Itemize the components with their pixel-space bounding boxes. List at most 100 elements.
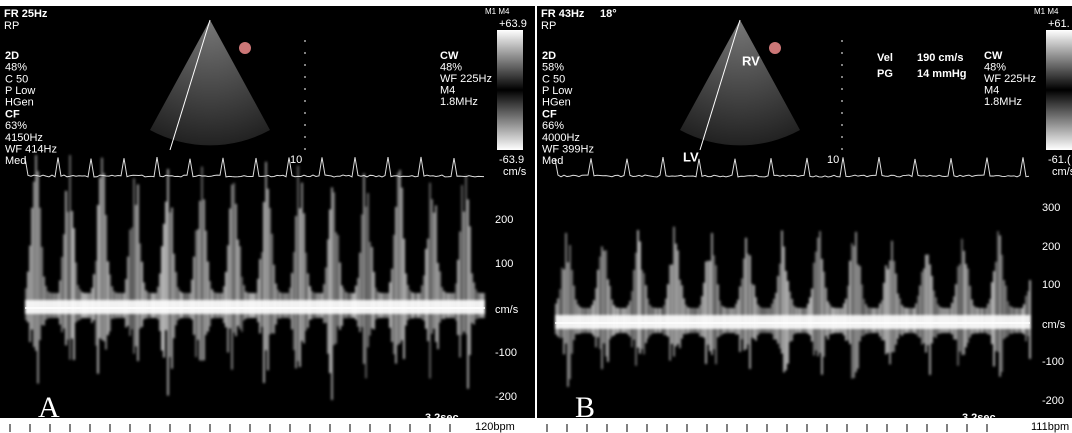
spectrum-core bbox=[137, 300, 139, 314]
spectrum-core bbox=[371, 300, 373, 314]
spectrum-core bbox=[709, 315, 711, 329]
spectrum-core bbox=[475, 300, 477, 314]
spectrum-core bbox=[1005, 315, 1007, 329]
spectrum-column bbox=[959, 264, 961, 351]
spectrum-core bbox=[945, 315, 947, 329]
spectrum-core bbox=[313, 300, 315, 314]
spectrum-core bbox=[1007, 315, 1009, 329]
figure: 10FR 25HzRP2D48%C 50P LowHGenCF63%4150Hz… bbox=[0, 0, 1072, 433]
spectrum-core bbox=[201, 300, 203, 314]
spectrum-core bbox=[445, 300, 447, 314]
spectrum-core bbox=[923, 315, 925, 329]
spectrum-column bbox=[139, 243, 141, 328]
spectrum-core bbox=[155, 300, 157, 314]
spectrum-core bbox=[477, 300, 479, 314]
setting-left: 4150Hz bbox=[5, 132, 43, 144]
spectrum-core bbox=[699, 315, 701, 329]
spectrum-core bbox=[481, 300, 483, 314]
spectrum-core bbox=[617, 315, 619, 329]
spectrum-core bbox=[147, 300, 149, 314]
spectrum-core bbox=[467, 300, 469, 314]
spectrum-core bbox=[227, 300, 229, 314]
spectrum-column bbox=[193, 257, 195, 335]
spectrum-core bbox=[953, 315, 955, 329]
spectrum-core bbox=[721, 315, 723, 329]
spectrum-core bbox=[1029, 315, 1031, 329]
spectrum-core bbox=[799, 315, 801, 329]
spectrum-core bbox=[217, 300, 219, 314]
spectrum-core bbox=[957, 315, 959, 329]
spectrum-core bbox=[869, 315, 871, 329]
spectrum-core bbox=[691, 315, 693, 329]
spectrum-core bbox=[803, 315, 805, 329]
spectrum-core bbox=[739, 315, 741, 329]
spectrum-column bbox=[69, 155, 71, 360]
spectrum-core bbox=[347, 300, 349, 314]
spectrum-core bbox=[901, 315, 903, 329]
spectrum-core bbox=[753, 315, 755, 329]
color-bar bbox=[1046, 30, 1072, 150]
setting-right: CW bbox=[440, 50, 459, 62]
spectrum-core bbox=[723, 315, 725, 329]
spectrum-core bbox=[85, 300, 87, 314]
spectrum-column bbox=[401, 188, 403, 341]
spectrum-column bbox=[889, 261, 891, 365]
spectrum-core bbox=[859, 315, 861, 329]
spectrum-core bbox=[205, 300, 207, 314]
spectrum-core bbox=[959, 315, 961, 329]
spectrum-core bbox=[311, 300, 313, 314]
spectrum-core bbox=[321, 300, 323, 314]
spectrum-core bbox=[797, 315, 799, 329]
spectrum-core bbox=[285, 300, 287, 314]
spectrum-core bbox=[121, 300, 123, 314]
spectrum-core bbox=[119, 300, 121, 314]
spectrum-column bbox=[815, 252, 817, 351]
velocity-scale: 100 bbox=[1042, 279, 1060, 291]
spectrum-core bbox=[41, 300, 43, 314]
spectrum-core bbox=[653, 315, 655, 329]
spectrum-core bbox=[45, 300, 47, 314]
setting-left: 66% bbox=[542, 120, 564, 132]
spectrum-core bbox=[847, 315, 849, 329]
spectrum-core bbox=[599, 315, 601, 329]
spectrum-core bbox=[105, 300, 107, 314]
spectrum-core bbox=[329, 300, 331, 314]
spectrum-core bbox=[597, 315, 599, 329]
spectrum-core bbox=[437, 300, 439, 314]
spectrum-core bbox=[713, 315, 715, 329]
spectrum-core bbox=[333, 300, 335, 314]
spectrum-core bbox=[203, 300, 205, 314]
spectrum-column bbox=[467, 199, 469, 388]
probe: M1 M4 bbox=[485, 7, 510, 16]
spectrum-core bbox=[125, 300, 127, 314]
spectrum-core bbox=[989, 315, 991, 329]
spectrum-column bbox=[97, 205, 99, 374]
spectrum-core bbox=[469, 300, 471, 314]
spectrum-core bbox=[309, 300, 311, 314]
spectrum-core bbox=[677, 315, 679, 329]
spectrum-core bbox=[305, 300, 307, 314]
spectrum-core bbox=[89, 300, 91, 314]
heart-rate: 111bpm bbox=[1031, 421, 1069, 433]
spectrum-core bbox=[339, 300, 341, 314]
setting-left: HGen bbox=[5, 97, 34, 109]
spectrum-core bbox=[387, 300, 389, 314]
spectrum-core bbox=[647, 315, 649, 329]
spectrum-core bbox=[43, 300, 45, 314]
spectrum-core bbox=[929, 315, 931, 329]
spectrum-core bbox=[581, 315, 583, 329]
spectrum-core bbox=[861, 315, 863, 329]
spectrum-core bbox=[391, 300, 393, 314]
spectrum-column bbox=[781, 230, 783, 353]
spectrum-core bbox=[669, 315, 671, 329]
color-max: +61. bbox=[1048, 18, 1070, 30]
spectrum-column bbox=[1001, 255, 1003, 372]
velocity-scale: -100 bbox=[1042, 356, 1064, 368]
velocity-scale: 200 bbox=[1042, 241, 1060, 253]
spectrum-column bbox=[63, 234, 65, 328]
spectrum-core bbox=[447, 300, 449, 314]
depth: 10 bbox=[290, 154, 302, 166]
spectrum-core bbox=[635, 315, 637, 329]
spectrum-core bbox=[471, 300, 473, 314]
spectrum-core bbox=[223, 300, 225, 314]
